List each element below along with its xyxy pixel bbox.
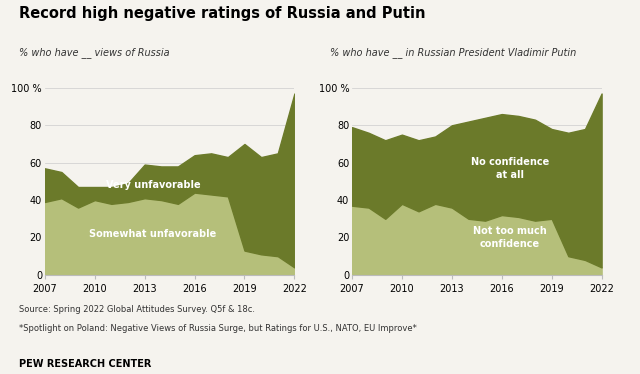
- Text: PEW RESEARCH CENTER: PEW RESEARCH CENTER: [19, 359, 152, 369]
- Text: Source: Spring 2022 Global Attitudes Survey. Q5f & 18c.: Source: Spring 2022 Global Attitudes Sur…: [19, 305, 255, 314]
- Text: Somewhat unfavorable: Somewhat unfavorable: [90, 229, 216, 239]
- Text: *Spotlight on Poland: Negative Views of Russia Surge, but Ratings for U.S., NATO: *Spotlight on Poland: Negative Views of …: [19, 324, 417, 332]
- Text: No confidence
at all: No confidence at all: [471, 157, 549, 180]
- Text: Not too much
confidence: Not too much confidence: [473, 226, 547, 249]
- Text: % who have __ views of Russia: % who have __ views of Russia: [19, 47, 170, 58]
- Text: Very unfavorable: Very unfavorable: [106, 180, 200, 190]
- Text: % who have __ in Russian President Vladimir Putin: % who have __ in Russian President Vladi…: [330, 47, 576, 58]
- Text: Record high negative ratings of Russia and Putin: Record high negative ratings of Russia a…: [19, 6, 426, 21]
